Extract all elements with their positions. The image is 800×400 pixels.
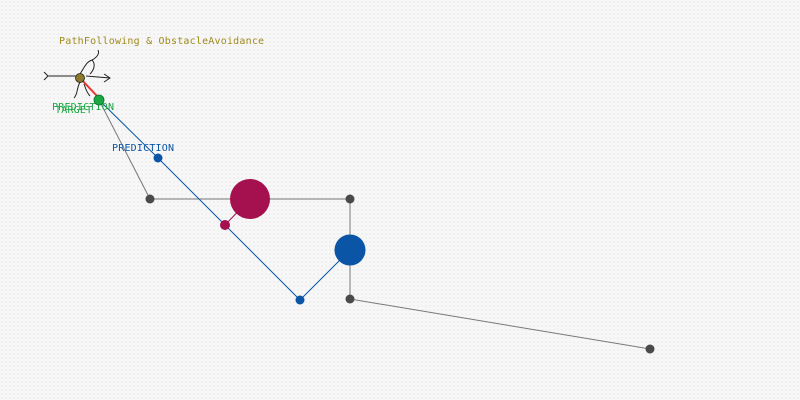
path (98, 99, 655, 354)
target-marker (93, 94, 105, 106)
prediction-point (153, 153, 163, 163)
obstacle-magenta[interactable] (230, 179, 270, 219)
avoidance-point (220, 220, 230, 230)
bird-agent-icon[interactable] (43, 49, 111, 106)
path-line (98, 99, 651, 350)
agent-body (75, 73, 85, 83)
prediction-line (98, 99, 351, 301)
prediction-label-secondary: PREDICTION (52, 102, 114, 113)
path-node[interactable] (345, 294, 355, 304)
prediction-point (295, 295, 305, 305)
path-node[interactable] (145, 194, 155, 204)
agent-left-wing (43, 71, 78, 81)
prediction-trajectory (98, 99, 351, 305)
obstacle-blue[interactable] (334, 234, 366, 266)
path-node[interactable] (645, 344, 655, 354)
scene-title: PathFollowing & ObstacleAvoidance (59, 36, 264, 47)
path-node[interactable] (345, 194, 355, 204)
agent-tail (73, 81, 91, 99)
target-label: TARGET (55, 105, 92, 116)
agent-neck (79, 49, 99, 75)
prediction-label: PREDICTION (112, 143, 174, 154)
agent-right-wing (85, 73, 111, 83)
